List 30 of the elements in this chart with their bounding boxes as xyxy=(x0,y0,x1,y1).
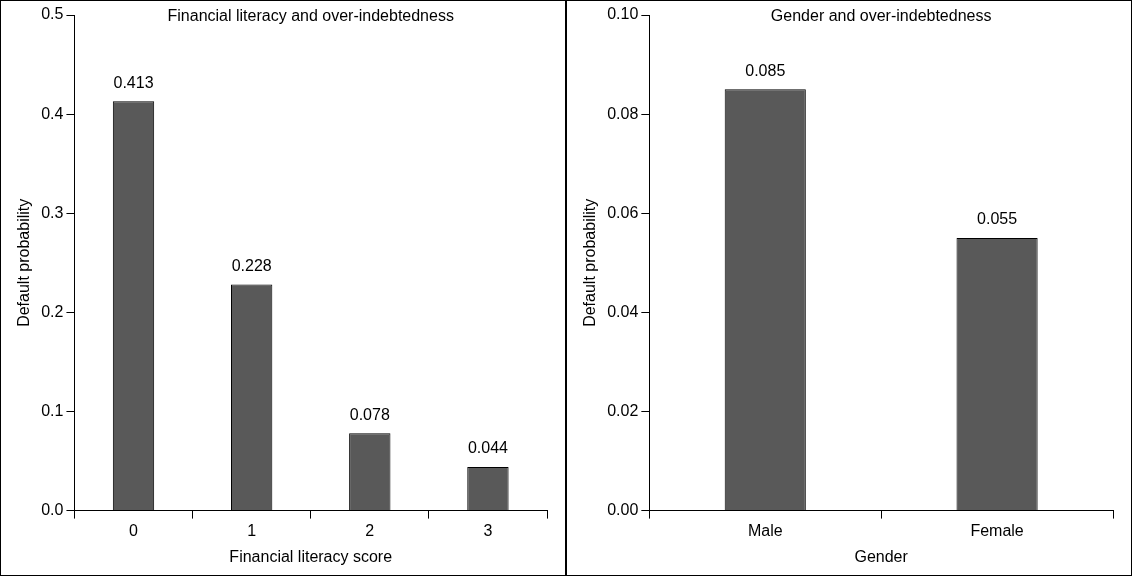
x-tick-label: 3 xyxy=(483,521,493,539)
x-tick-label: Male xyxy=(747,521,783,539)
y-tick-label: 0.00 xyxy=(607,501,639,519)
x-tick-label: 0 xyxy=(129,521,139,539)
data-label: 0.078 xyxy=(349,405,390,423)
y-tick-label: 0.4 xyxy=(41,104,64,122)
x-tick-label: Female xyxy=(970,521,1024,539)
chart-title: Gender and over-indebtedness xyxy=(770,7,992,25)
y-tick-label: 0.10 xyxy=(607,5,639,23)
x-tick-label: 2 xyxy=(365,521,375,539)
data-label: 0.085 xyxy=(745,61,786,79)
y-tick-label: 0.0 xyxy=(41,501,64,519)
chart-title: Financial literacy and over-indebtedness xyxy=(167,7,454,25)
data-label: 0.413 xyxy=(113,73,154,91)
y-axis-title: Default probability xyxy=(15,198,33,327)
y-tick-label: 0.1 xyxy=(41,401,64,419)
y-tick-label: 0.06 xyxy=(607,203,639,221)
y-tick-label: 0.2 xyxy=(41,302,64,320)
y-tick-label: 0.3 xyxy=(41,203,64,221)
y-tick-label: 0.08 xyxy=(607,104,639,122)
x-tick-label: 1 xyxy=(247,521,257,539)
data-label: 0.228 xyxy=(231,257,272,275)
x-axis-title: Gender xyxy=(854,547,909,565)
y-tick-label: 0.02 xyxy=(607,401,639,419)
x-axis-title: Financial literacy score xyxy=(229,547,393,565)
data-label: 0.044 xyxy=(467,439,509,457)
data-label: 0.055 xyxy=(977,210,1018,228)
y-tick-label: 0.5 xyxy=(41,5,64,23)
y-tick-label: 0.04 xyxy=(607,302,639,320)
y-axis-title: Default probability xyxy=(581,198,599,327)
